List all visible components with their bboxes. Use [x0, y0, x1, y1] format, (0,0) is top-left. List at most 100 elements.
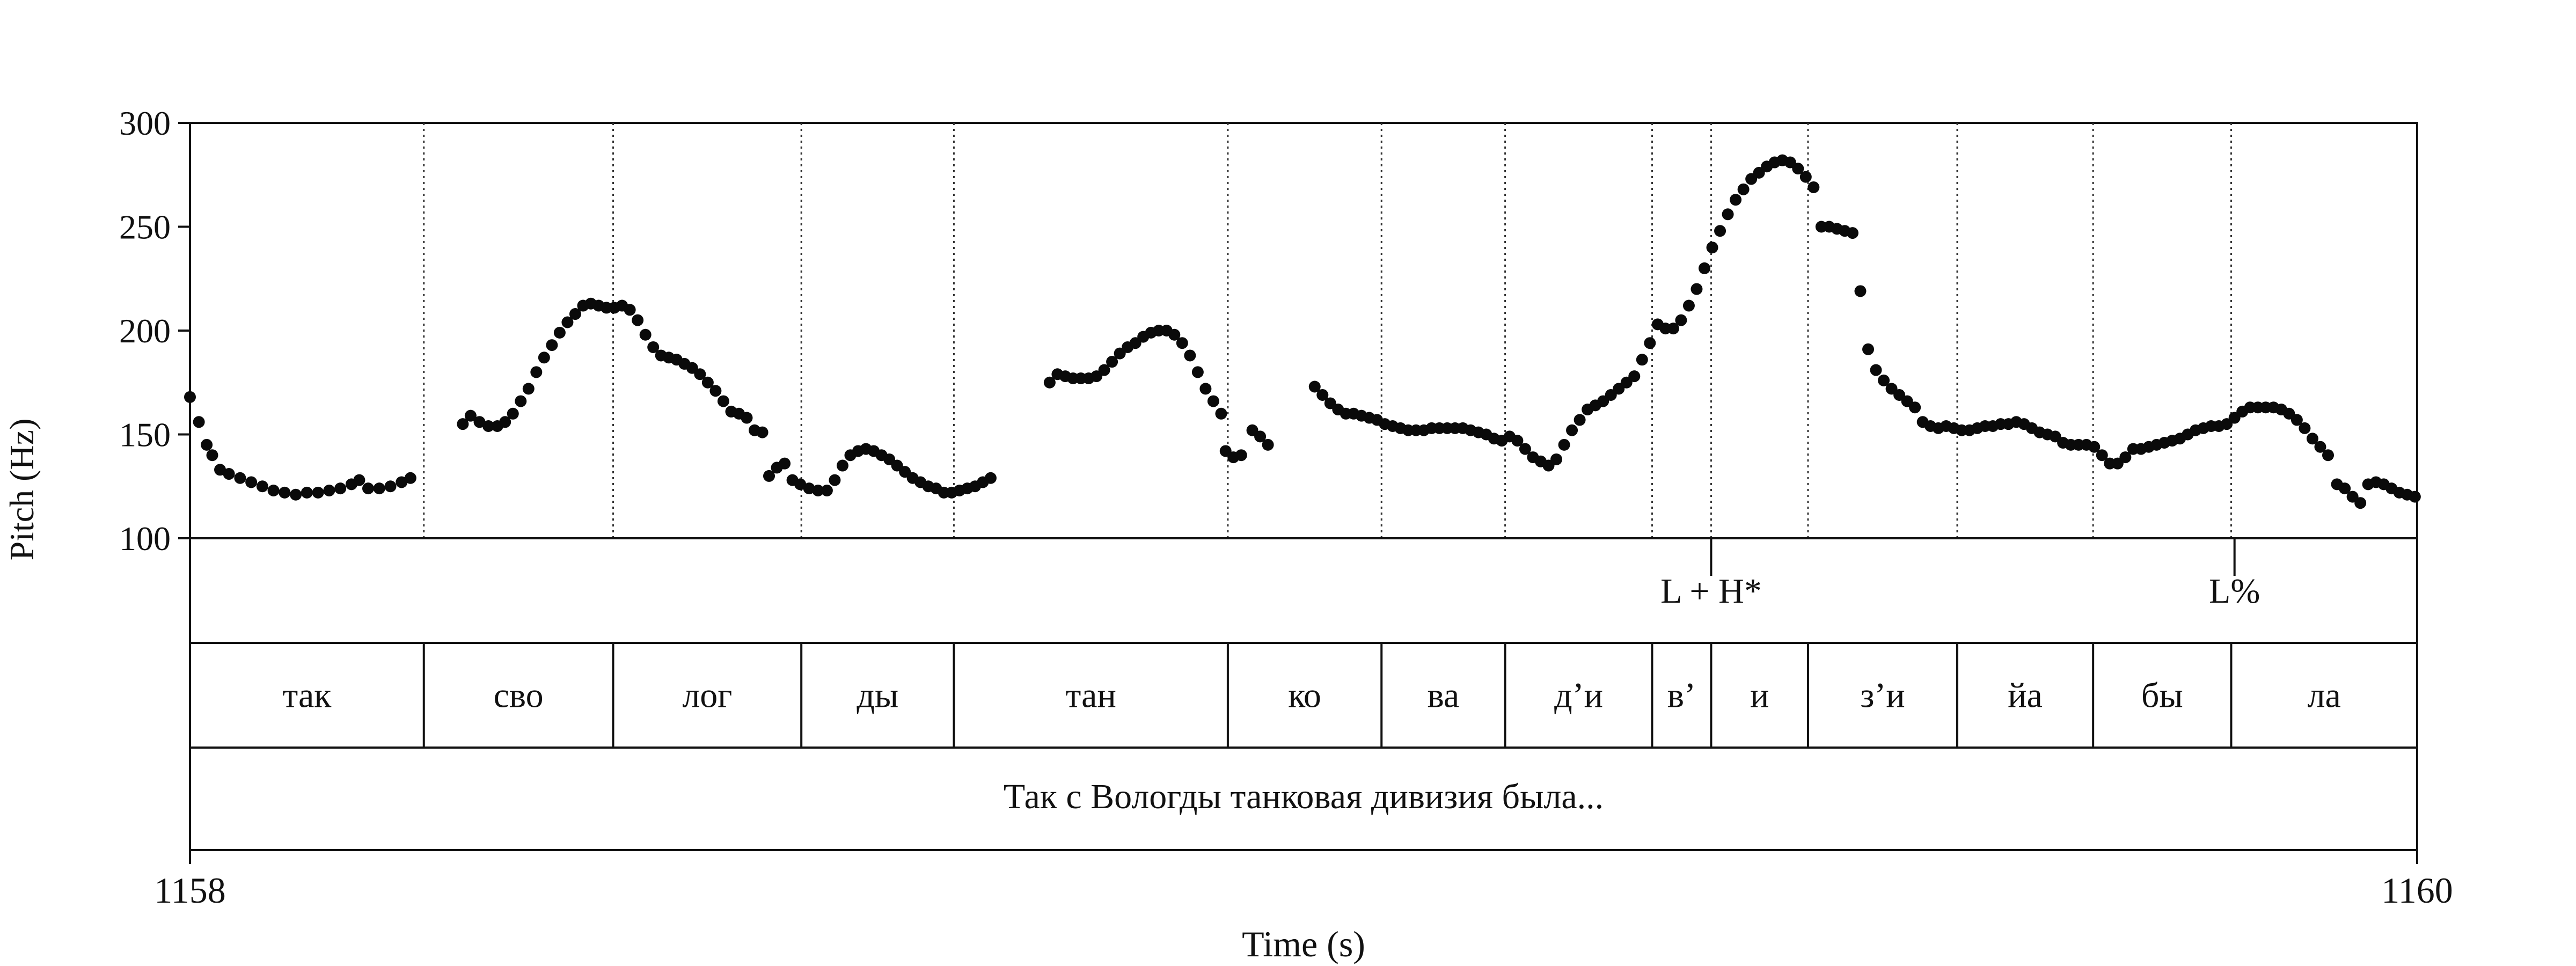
pitch-point — [632, 314, 644, 326]
pitch-point — [482, 420, 495, 433]
pitch-point — [1690, 283, 1703, 295]
tone-tier-frame — [189, 537, 2418, 644]
pitch-point — [538, 352, 550, 364]
pitch-point — [2354, 497, 2367, 509]
sentence-tier: Так с Вологды танковая дивизия была... — [189, 747, 2418, 851]
pitch-point — [1730, 194, 1742, 206]
pitch-point — [741, 412, 753, 424]
syllable-cells: так сво лог ды тан ко ва д’и в’ и з’и йа бы ла — [282, 643, 2341, 748]
pitch-point — [2096, 449, 2108, 462]
pitch-point — [522, 383, 535, 395]
pitch-point — [312, 486, 324, 499]
syllable-label: так — [282, 676, 332, 715]
syllable-label: з’и — [1860, 676, 1905, 715]
y-tick-label: 300 — [119, 104, 171, 142]
pitch-point — [245, 476, 258, 488]
pitch-point — [546, 339, 558, 352]
sentence-tier-frame — [189, 747, 2418, 851]
pitch-point — [1574, 414, 1586, 426]
pitch-point — [1262, 438, 1274, 451]
syllable-label: ва — [1428, 676, 1460, 715]
pitch-point — [1699, 262, 1710, 274]
pitch-plot-panel: 100 150 200 250 300 Pitch (Hz) — [3, 104, 2421, 560]
pitch-point — [1682, 299, 1695, 312]
pitch-point — [2409, 491, 2421, 503]
pitch-point — [1191, 366, 1204, 378]
pitch-point — [1854, 285, 1867, 297]
syllable-tier: так сво лог ды тан ко ва д’и в’ и з’и йа бы ла — [189, 642, 2418, 749]
pitch-point — [1644, 337, 1656, 349]
pitch-point — [1519, 443, 1531, 455]
pitch-point — [821, 484, 833, 496]
pitch-point — [515, 395, 527, 407]
pitch-point — [2299, 422, 2311, 434]
pitch-point — [323, 484, 335, 496]
x-axis: 1158 1160 Time (s) — [154, 850, 2453, 964]
pitch-point — [1235, 449, 1247, 462]
pitch-point — [1722, 208, 1734, 221]
pitch-point — [763, 470, 775, 482]
pitch-point — [193, 416, 205, 428]
pitch-plot-frame — [189, 122, 2418, 539]
pitch-point — [464, 409, 477, 422]
x-axis-label: Time (s) — [1242, 924, 1365, 964]
pitch-point — [334, 482, 347, 495]
tone-tier: L + H* L% — [189, 537, 2418, 644]
pitch-point — [206, 449, 218, 462]
pitch-point — [1870, 364, 1882, 376]
pitch-point — [1511, 435, 1524, 447]
pitch-point — [267, 484, 280, 496]
pitch-point — [794, 478, 807, 491]
pitch-point — [184, 391, 196, 403]
pitch-point — [779, 457, 791, 470]
pitch-point — [756, 426, 769, 438]
pitch-point — [1628, 370, 1641, 383]
pitch-point — [1878, 374, 1890, 386]
pitch-point — [373, 482, 385, 495]
x-tick-label: 1158 — [154, 870, 225, 911]
pitch-point — [647, 341, 660, 353]
pitch-point — [1043, 376, 1056, 389]
syllable-label: лог — [682, 676, 732, 715]
pitch-points — [184, 154, 2421, 509]
syllable-label: ды — [857, 676, 898, 715]
tone-label: L% — [2209, 572, 2260, 611]
pitch-point — [223, 468, 235, 480]
pitch-point — [639, 328, 652, 341]
x-axis-ticks: 1158 1160 — [154, 850, 2453, 911]
pitch-point — [1254, 430, 1267, 443]
pitch-point — [694, 368, 706, 380]
pitch-point — [1215, 407, 1227, 420]
pitch-point — [507, 407, 519, 420]
pitch-point — [1176, 337, 1188, 349]
pitch-point — [301, 486, 313, 499]
pitch-point — [2290, 414, 2303, 426]
syllable-label: ко — [1288, 676, 1321, 715]
pitch-point — [2322, 449, 2334, 462]
pitch-point — [1566, 424, 1578, 436]
pitch-point — [1737, 183, 1750, 195]
pitch-point — [1184, 349, 1196, 362]
pitch-point — [1909, 401, 1921, 414]
pitch-point — [1207, 395, 1219, 407]
pitch-point — [214, 464, 226, 476]
syllable-label: йа — [2008, 676, 2043, 715]
pitch-point — [256, 480, 268, 493]
pitch-point — [2306, 433, 2318, 445]
pitch-point — [561, 316, 574, 328]
pitch-point — [1792, 163, 1804, 175]
pitch-point — [499, 416, 511, 428]
y-tick-label: 200 — [119, 312, 171, 350]
syllable-label: ла — [2308, 676, 2341, 715]
x-tick-label: 1160 — [2381, 870, 2453, 911]
pitch-point — [1799, 171, 1812, 183]
pitch-point — [984, 472, 997, 484]
pitch-point — [1706, 241, 1718, 254]
pitch-point — [1667, 323, 1679, 335]
y-axis-label: Pitch (Hz) — [3, 419, 41, 561]
pitch-point — [2088, 441, 2101, 453]
pitch-point — [717, 395, 729, 407]
syllable-label: сво — [494, 676, 544, 715]
syllable-label: бы — [2141, 676, 2183, 715]
